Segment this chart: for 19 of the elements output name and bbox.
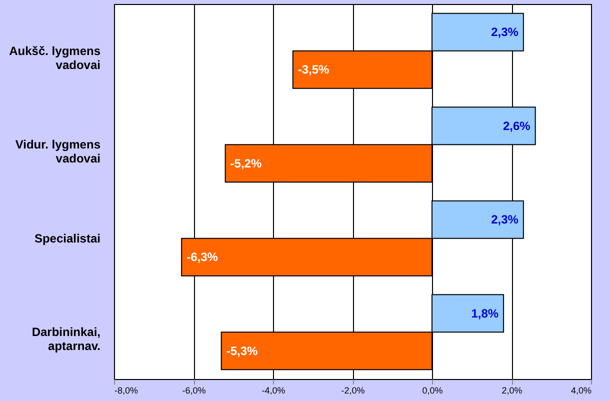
x-tick-label: 4,0% — [570, 386, 592, 396]
y-tick-label: Vidur. lygmens vadovai — [15, 138, 101, 166]
x-tick-label: -4,0% — [262, 386, 286, 396]
x-tick-label: -8,0% — [114, 386, 138, 396]
data-label: 2,3% — [491, 212, 519, 227]
data-label: -6,3% — [186, 250, 218, 264]
x-tick-label: 2,0% — [502, 386, 522, 396]
data-label: -5,3% — [226, 344, 258, 358]
y-tick-label: Specialistai — [34, 231, 100, 246]
data-label: 1,8% — [471, 306, 499, 320]
y-tick-label: Aukšč. lygmens vadovai — [9, 44, 101, 72]
data-label: -5,2% — [230, 156, 262, 170]
data-label: 2,6% — [502, 118, 531, 133]
data-label: 2,3% — [491, 25, 519, 40]
x-tick-label: -2,0% — [341, 386, 365, 396]
x-tick-label: -6,0% — [182, 386, 206, 396]
y-tick-label: Darbininkai, aptarnav. — [32, 325, 100, 354]
x-tick-label: 0,0% — [422, 386, 443, 396]
data-label: -3,5% — [298, 62, 330, 77]
